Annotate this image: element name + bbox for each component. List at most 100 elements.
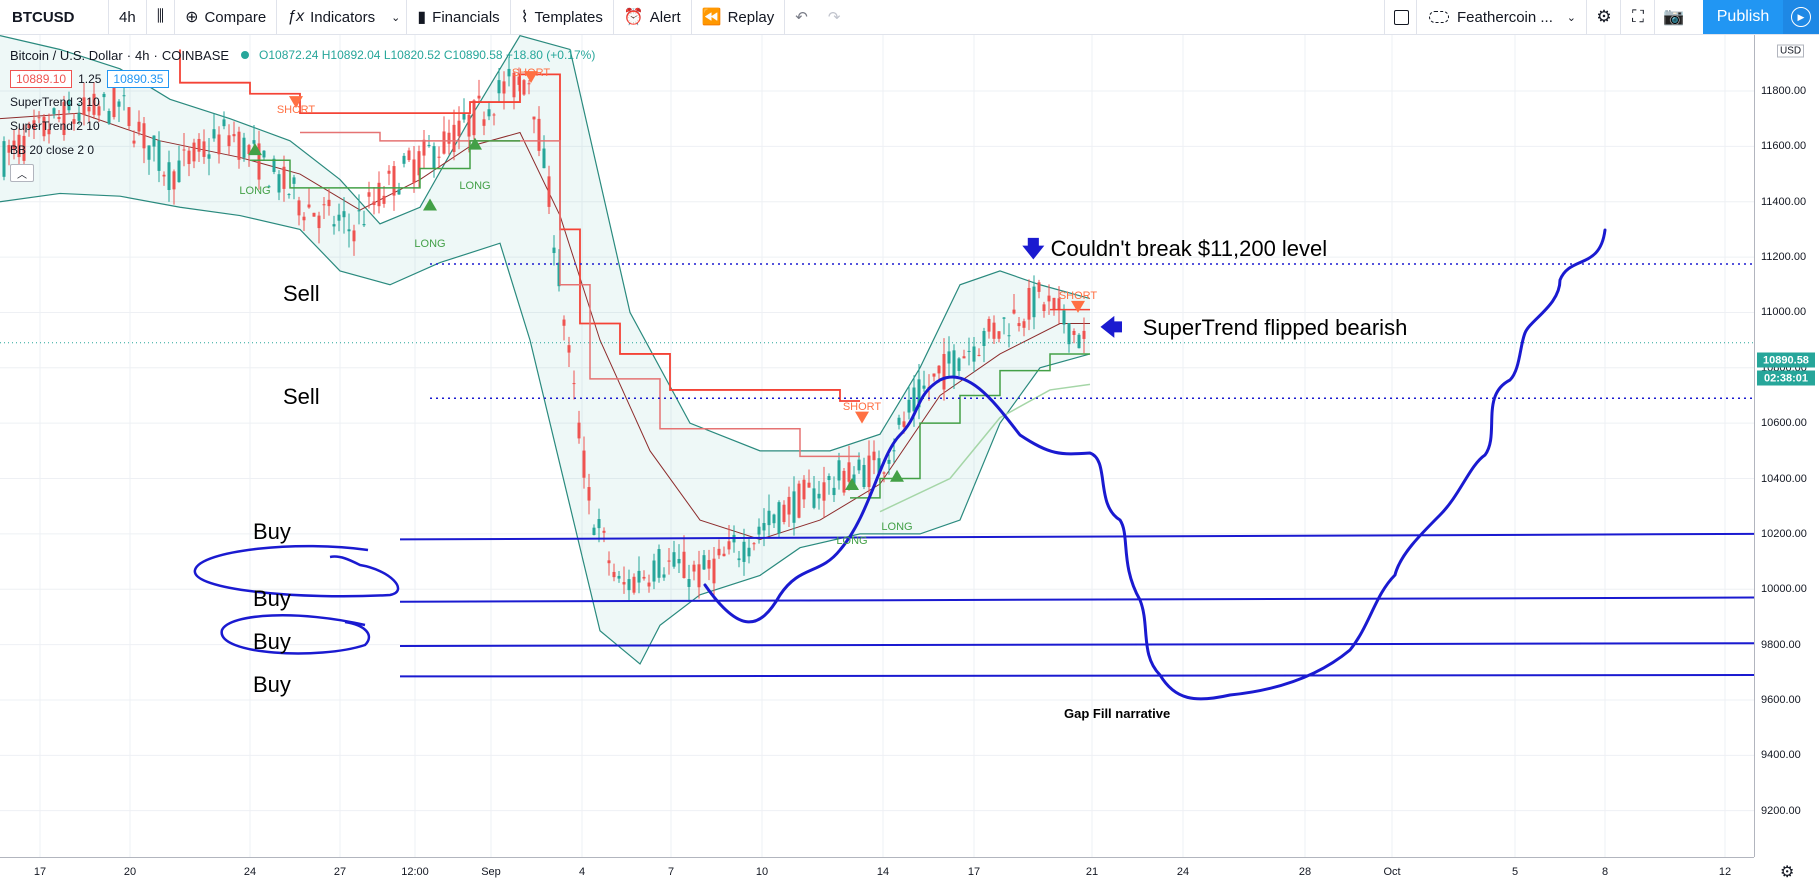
price-tick-label: 11600.00 — [1761, 140, 1807, 153]
candle-body — [242, 137, 246, 158]
replay-button[interactable]: ⏪ Replay — [692, 0, 786, 34]
candle-body — [747, 547, 751, 557]
sell-price-box[interactable]: 10889.10 — [10, 70, 73, 88]
candle-body — [142, 123, 146, 149]
candle-body — [422, 139, 426, 156]
candle-body — [697, 564, 701, 588]
compare-button[interactable]: ⊕ Compare — [175, 0, 278, 34]
fullscreen-button[interactable]: ⛶ — [1620, 0, 1655, 34]
candle-body — [727, 541, 731, 550]
long-signal-2: LONG — [414, 238, 446, 250]
candle-body — [157, 140, 161, 171]
alert-button[interactable]: ⏰ Alert — [614, 0, 692, 34]
candle-body — [962, 356, 966, 359]
time-tick-label: 4 — [578, 866, 586, 878]
candle-body — [277, 174, 281, 193]
financials-label: Financials — [432, 8, 500, 26]
time-tick-label: 5 — [1511, 866, 1519, 878]
price-chart-canvas[interactable] — [0, 35, 1754, 857]
candle-body — [77, 113, 81, 121]
buy-line-3 — [399, 642, 1754, 647]
indicators-button[interactable]: ƒx Indicators — [277, 0, 385, 34]
settings-button[interactable]: ⚙ — [1586, 0, 1621, 34]
time-tick-label: 14 — [876, 866, 890, 878]
candle-body — [1082, 330, 1086, 339]
legend-title: Bitcoin / U.S. Dollar — [10, 47, 123, 63]
countdown-badge: 02:38:01 — [1757, 370, 1815, 386]
chart-style-button[interactable]: ⫼ — [147, 0, 176, 34]
interval-button[interactable]: 4h — [109, 0, 147, 34]
candle-body — [97, 106, 101, 116]
chart-settings-button[interactable]: ⚙ — [1780, 862, 1794, 882]
price-axis[interactable]: USD 11800.00 11600.00 11400.00 11200.00 1100… — [1754, 35, 1819, 857]
candle-body — [267, 186, 271, 188]
time-tick-label: 7 — [667, 866, 675, 878]
candle-body — [612, 571, 616, 578]
symbol-search-button[interactable]: BTCUSD — [0, 0, 109, 34]
candle-body — [287, 194, 291, 196]
candle-body — [717, 548, 721, 556]
candle-body — [1017, 323, 1021, 327]
candle-body — [972, 346, 976, 362]
collapse-legend-button[interactable]: ︿ — [10, 164, 34, 182]
price-tick-label: 11200.00 — [1761, 251, 1807, 264]
candle-body — [1052, 297, 1056, 311]
supertrend-lines — [179, 49, 1091, 513]
candle-body — [632, 576, 636, 593]
candle-body — [1012, 309, 1016, 314]
candle-body — [357, 210, 361, 212]
candle-body — [312, 212, 316, 217]
candle-body — [892, 450, 896, 452]
candle-body — [502, 81, 506, 94]
publish-button[interactable]: Publish — [1703, 0, 1783, 34]
candle-body — [12, 140, 16, 149]
play-button[interactable]: ▶ — [1783, 0, 1819, 34]
candle-body — [802, 479, 806, 500]
gap-fill-label: Gap Fill narrative — [1064, 706, 1171, 721]
chart-legend: Bitcoin / U.S. Dollar · 4h · COINBASE O1… — [10, 44, 595, 182]
candle-body — [32, 120, 36, 130]
bollinger-lower — [0, 192, 1091, 665]
candle-body — [137, 121, 141, 132]
layout-selector[interactable]: Feathercoin ... ⌄ — [1416, 0, 1586, 34]
candle-body — [507, 68, 511, 77]
indicators-dropdown[interactable]: ⌄ — [385, 0, 408, 34]
candle-body — [447, 132, 451, 144]
candle-body — [47, 129, 51, 135]
cloud-icon — [1429, 11, 1449, 23]
fullscreen-toggle-button[interactable] — [1384, 0, 1417, 34]
candle-body — [737, 558, 741, 561]
candle-body — [512, 72, 516, 98]
bar-chart-icon: ▮ — [417, 9, 427, 26]
candle-body — [947, 351, 951, 364]
snapshot-button[interactable]: 📷 — [1654, 0, 1693, 34]
buy-label-4: Buy — [253, 672, 291, 697]
currency-label[interactable]: USD — [1777, 44, 1805, 58]
camera-icon: 📷 — [1663, 7, 1685, 26]
candle-body — [912, 387, 916, 412]
time-tick-label: 12 — [1718, 866, 1732, 878]
candle-body — [107, 110, 111, 124]
candle-body — [627, 579, 631, 591]
indicator-bollinger[interactable]: BB 20 close 2 0 — [10, 143, 95, 157]
undo-button[interactable]: ↶ — [785, 0, 818, 34]
redo-button[interactable]: ↷ — [818, 0, 851, 34]
bollinger-fill — [0, 35, 1090, 664]
buy-price-box[interactable]: 10890.35 — [107, 70, 170, 88]
candle-body — [517, 76, 521, 85]
price-tick-label: 11800.00 — [1761, 85, 1807, 97]
indicator-supertrend-1[interactable]: SuperTrend 3 10 — [10, 95, 100, 109]
buy-label-3: Buy — [253, 629, 291, 654]
indicator-supertrend-2[interactable]: SuperTrend 2 10 — [10, 119, 100, 133]
resistance-text: Couldn't break $11,200 level — [1050, 236, 1328, 261]
candle-body — [307, 204, 311, 208]
templates-button[interactable]: ⌇ Templates — [511, 0, 614, 34]
time-axis[interactable]: 17 20 24 27 12:00 Sep 4 7 10 14 17 21 24 28 Oct 5 8 12 ⚙ — [0, 857, 1794, 885]
candle-body — [707, 560, 711, 569]
financials-button[interactable]: ▮ Financials — [407, 0, 511, 34]
candle-body — [847, 462, 851, 482]
candle-body — [407, 150, 411, 161]
price-tick-label: 9200.00 — [1761, 804, 1801, 817]
candle-body — [832, 487, 836, 496]
long-signal-1: LONG — [239, 185, 271, 197]
